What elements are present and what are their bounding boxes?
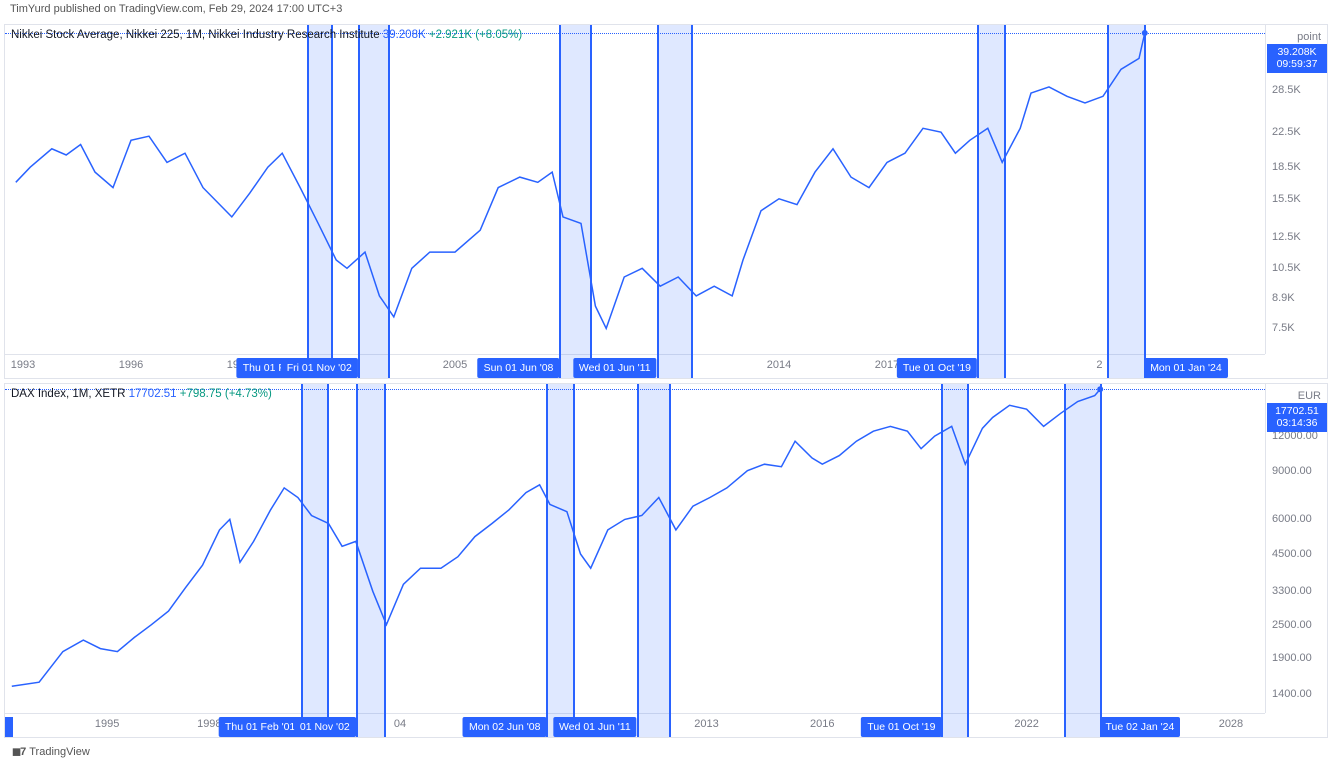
highlight-band (1107, 25, 1147, 378)
footer-brand: ◼7 TradingView (12, 745, 90, 758)
chart-area[interactable]: Thu 01 Feb '0101 Nov '02Mon 02 Jun '08We… (5, 384, 1265, 713)
highlight-band (546, 384, 575, 737)
last-price-badge: 17702.5103:14:36 (1267, 403, 1327, 431)
x-tick-label: 2013 (694, 718, 718, 730)
price-badge-value: 39.208K (1267, 46, 1327, 58)
x-tick-label: 2014 (767, 359, 791, 371)
price-line-svg (5, 25, 1265, 354)
legend: Nikkei Stock Average, Nikkei 225, 1M, Ni… (11, 29, 522, 41)
y-tick-label: 3300.00 (1272, 585, 1312, 597)
chart-panel-nikkei[interactable]: Nikkei Stock Average, Nikkei 225, 1M, Ni… (4, 24, 1328, 379)
date-range-badge[interactable]: Tue 01 Oct '19 (861, 717, 941, 737)
y-tick-label: 4500.00 (1272, 548, 1312, 560)
x-tick-label: 1993 (11, 359, 35, 371)
date-range-badge[interactable]: Tue 01 Oct '19 (897, 358, 977, 378)
y-tick-label: 7.5K (1272, 322, 1295, 334)
x-tick-label: 2005 (443, 359, 467, 371)
highlight-band (356, 384, 387, 737)
highlight-band (1064, 384, 1101, 737)
publish-header: TimYurd published on TradingView.com, Fe… (0, 0, 1332, 22)
chart-area[interactable]: Thu 01 Feb 'Fri 01 Nov '02Sun 01 Jun '08… (5, 25, 1265, 354)
y-axis[interactable]: EUR 12000.00 9000.00 6000.00 4500.00 3300.00 2… (1265, 384, 1327, 713)
date-range-badge[interactable]: Sun 01 Jun '08 (478, 358, 560, 378)
highlight-band (637, 384, 671, 737)
y-tick-label: 10.5K (1272, 262, 1301, 274)
y-tick-label: 18.5K (1272, 161, 1301, 173)
price-badge-countdown: 03:14:36 (1267, 417, 1327, 429)
x-tick-label: 1995 (95, 718, 119, 730)
date-range-badge[interactable]: 01 Nov '02 (294, 717, 356, 737)
y-tick-label: 1400.00 (1272, 688, 1312, 700)
y-tick-label: 15.5K (1272, 193, 1301, 205)
legend-title: Nikkei Stock Average, Nikkei 225, 1M, Ni… (11, 29, 380, 41)
y-tick-label: 9000.00 (1272, 465, 1312, 477)
legend-change: +2.921K (+8.05%) (429, 29, 522, 41)
x-tick-label: 2028 (1219, 718, 1243, 730)
highlight-band (301, 384, 328, 737)
x-tick-label: 2022 (1014, 718, 1038, 730)
legend-change: +798.75 (+4.73%) (180, 388, 272, 400)
footer-brand-text: TradingView (29, 746, 90, 758)
price-badge-countdown: 09:59:37 (1267, 58, 1327, 70)
y-tick-label: 2500.00 (1272, 619, 1312, 631)
y-tick-label: 1900.00 (1272, 652, 1312, 664)
highlight-band (657, 25, 693, 378)
x-tick-label: 2017 (875, 359, 899, 371)
y-tick-label: 12000.00 (1272, 430, 1318, 442)
unit-label: EUR (1298, 390, 1321, 402)
y-tick-label: 28.5K (1272, 84, 1301, 96)
unit-label: point (1297, 31, 1321, 43)
chart-panel-dax[interactable]: DAX Index, 1M, XETR 17702.51 +798.75 (+4… (4, 383, 1328, 738)
y-tick-label: 6000.00 (1272, 513, 1312, 525)
x-tick-label: 2 (1096, 359, 1102, 371)
date-range-badge[interactable]: Thu 01 Feb '01 (219, 717, 301, 737)
y-axis[interactable]: point 28.5K 22.5K 18.5K 15.5K 12.5K 10.5K 8.9K 7… (1265, 25, 1327, 354)
highlight-band (559, 25, 591, 378)
chart-panels: Nikkei Stock Average, Nikkei 225, 1M, Ni… (0, 24, 1332, 738)
date-range-badge[interactable]: Wed 01 Jun '11 (573, 358, 657, 378)
date-range-badge[interactable]: Mon 01 Jan '24 (1144, 358, 1227, 378)
x-tick-label: 1996 (119, 359, 143, 371)
range-marker (5, 717, 13, 737)
x-tick-label: 1998 (197, 718, 221, 730)
highlight-band (358, 25, 390, 378)
y-tick-label: 8.9K (1272, 292, 1295, 304)
legend: DAX Index, 1M, XETR 17702.51 +798.75 (+4… (11, 388, 272, 400)
publish-text: TimYurd published on TradingView.com, Fe… (10, 3, 342, 15)
x-tick-label: 2016 (810, 718, 834, 730)
x-tick-label: 04 (394, 718, 406, 730)
last-price-badge: 39.208K09:59:37 (1267, 44, 1327, 72)
highlight-band (977, 25, 1006, 378)
legend-title: DAX Index, 1M, XETR (11, 388, 125, 400)
date-range-badge[interactable]: Mon 02 Jun '08 (463, 717, 546, 737)
date-range-badge[interactable]: Fri 01 Nov '02 (281, 358, 358, 378)
highlight-band (307, 25, 332, 378)
highlight-band (941, 384, 968, 737)
legend-value: 39.208K (383, 29, 426, 41)
date-range-badge[interactable]: Wed 01 Jun '11 (553, 717, 637, 737)
y-tick-label: 12.5K (1272, 231, 1301, 243)
price-badge-value: 17702.51 (1267, 405, 1327, 417)
y-tick-label: 22.5K (1272, 126, 1301, 138)
tradingview-logo-icon: ◼7 (12, 745, 25, 758)
date-range-badge[interactable]: Tue 02 Jan '24 (1100, 717, 1181, 737)
legend-value: 17702.51 (129, 388, 177, 400)
